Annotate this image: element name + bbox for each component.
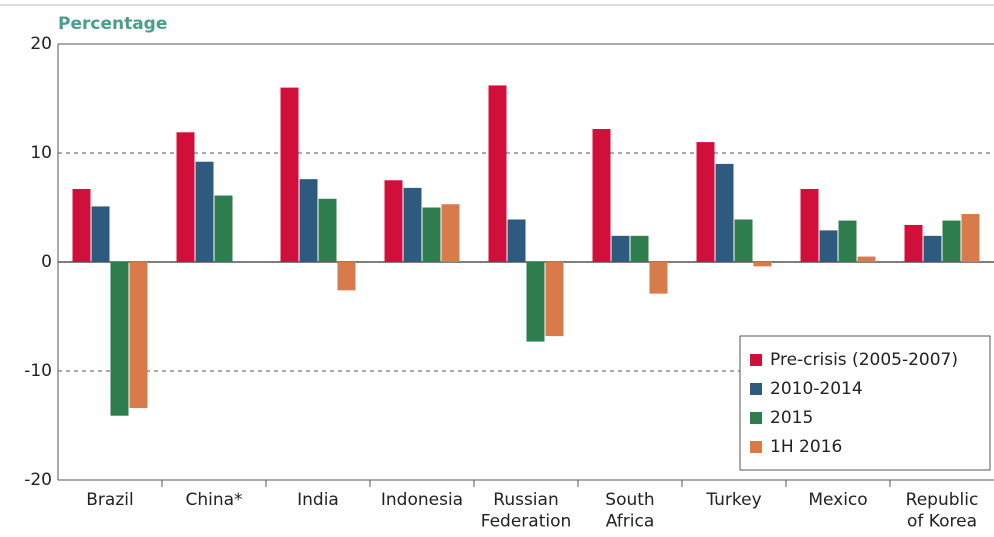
axis-title: Percentage: [58, 14, 167, 34]
bar: [649, 262, 668, 294]
bar: [176, 132, 195, 262]
y-tick-label: 0: [41, 252, 52, 272]
bar: [800, 188, 819, 262]
legend-label: Pre-crisis (2005-2007): [770, 350, 958, 370]
x-tick-label: Turkey: [705, 490, 761, 510]
bar: [195, 161, 214, 262]
x-tick-label: Indonesia: [381, 490, 463, 510]
bar: [422, 207, 441, 262]
bar: [110, 262, 129, 416]
bar: [942, 220, 961, 262]
bar: [507, 219, 526, 262]
bar: [630, 235, 649, 262]
bar: [384, 180, 403, 262]
x-tick-label: Mexico: [808, 490, 867, 510]
bar: [545, 262, 564, 337]
legend-swatch: [750, 412, 762, 424]
bar: [753, 262, 772, 267]
bar: [715, 163, 734, 262]
legend-label: 1H 2016: [770, 437, 842, 457]
bar: [611, 235, 630, 262]
bar: [838, 220, 857, 262]
bar: [318, 198, 337, 262]
bar: [280, 87, 299, 262]
bar: [337, 262, 356, 291]
bar: [526, 262, 545, 342]
bar: [91, 206, 110, 262]
bar: [857, 256, 876, 262]
bar: [214, 195, 233, 262]
bar: [129, 262, 148, 409]
y-tick-label: -10: [24, 361, 52, 381]
bar: [923, 235, 942, 262]
bar: [72, 188, 91, 262]
legend-swatch: [750, 383, 762, 395]
legend-label: 2010-2014: [770, 379, 863, 399]
y-tick-label: 20: [30, 34, 52, 54]
bar: [488, 85, 507, 262]
y-tick-label: 10: [30, 143, 52, 163]
bar: [299, 179, 318, 262]
bar: [403, 187, 422, 262]
x-tick-label: Brazil: [86, 490, 133, 510]
bar: [592, 129, 611, 262]
legend-box: [739, 335, 991, 471]
x-tick-label: Republic of Korea: [906, 490, 979, 531]
bar: [904, 224, 923, 262]
x-tick-label: China*: [185, 490, 242, 510]
legend-swatch: [750, 441, 762, 453]
legend-label: 2015: [770, 408, 813, 428]
y-tick-label: -20: [24, 470, 52, 490]
legend-swatch: [750, 354, 762, 366]
bar: [696, 142, 715, 262]
x-tick-label: South Africa: [605, 490, 654, 531]
bar: [734, 219, 753, 262]
bar: [819, 230, 838, 262]
x-tick-label: Russian Federation: [481, 490, 572, 531]
x-tick-label: India: [297, 490, 339, 510]
bar: [961, 214, 980, 262]
bar: [441, 204, 460, 262]
